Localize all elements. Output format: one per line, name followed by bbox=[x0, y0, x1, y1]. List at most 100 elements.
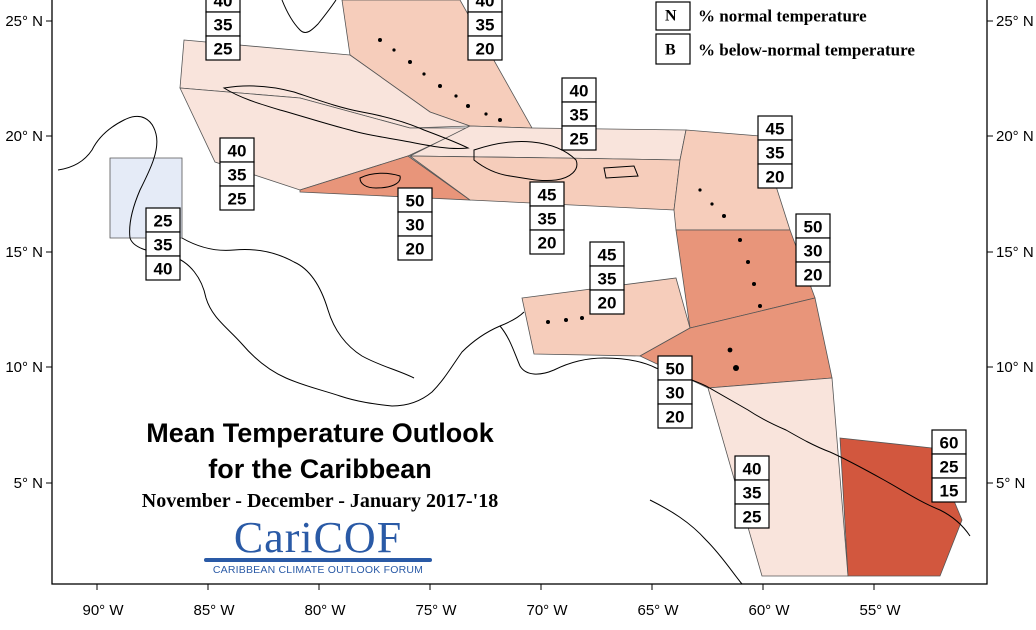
lat-axis-right: 25° N 20° N 15° N 10° N 5° N bbox=[987, 13, 1034, 492]
map-subtitle: November - December - January 2017-'18 bbox=[141, 490, 499, 512]
coastline-venezuela bbox=[499, 325, 971, 537]
probability-box: 40 35 25 bbox=[219, 137, 255, 211]
probability-value: 25 bbox=[743, 508, 762, 527]
probability-value: 35 bbox=[570, 106, 589, 125]
probability-value: 40 bbox=[228, 142, 247, 161]
legend-key-below: B bbox=[655, 33, 691, 65]
probability-cell bbox=[589, 241, 625, 267]
coastline-cuba bbox=[222, 85, 470, 149]
probability-cell bbox=[734, 455, 770, 481]
probability-value: 30 bbox=[666, 384, 685, 403]
probability-value: 50 bbox=[666, 360, 685, 379]
map-title-line2: for the Caribbean bbox=[208, 454, 432, 484]
legend-key-normal-letter: N bbox=[665, 8, 677, 25]
probability-cell bbox=[397, 211, 433, 237]
probability-cell bbox=[657, 403, 693, 429]
probability-cell bbox=[561, 101, 597, 127]
probability-value: 25 bbox=[228, 190, 247, 209]
probability-value: 50 bbox=[804, 218, 823, 237]
probability-cell bbox=[589, 265, 625, 291]
probability-value: 40 bbox=[743, 460, 762, 479]
lon-label: 55° W bbox=[859, 602, 901, 619]
probability-cell bbox=[219, 161, 255, 187]
probability-value: 20 bbox=[406, 240, 425, 259]
probability-value: 20 bbox=[598, 294, 617, 313]
logo-wordmark: CariCOF bbox=[233, 513, 403, 562]
probability-box: 40 35 25 bbox=[734, 455, 770, 529]
lat-label: 10° N bbox=[5, 359, 43, 376]
probability-box: 40 35 25 bbox=[205, 0, 241, 61]
coastline-inland bbox=[649, 499, 743, 585]
lon-label: 70° W bbox=[526, 602, 568, 619]
probability-value: 15 bbox=[940, 482, 959, 501]
probability-value: 25 bbox=[940, 458, 959, 477]
lat-label: 15° N bbox=[5, 244, 43, 261]
coastline-puerto-rico bbox=[603, 165, 639, 179]
probability-value: 45 bbox=[538, 186, 557, 205]
probability-value: 35 bbox=[538, 210, 557, 229]
probability-value: 40 bbox=[476, 0, 495, 11]
probability-box: 40 35 20 bbox=[467, 0, 503, 61]
probability-value: 35 bbox=[476, 16, 495, 35]
lat-label: 20° N bbox=[5, 128, 43, 145]
probability-box: 40 35 25 bbox=[561, 77, 597, 151]
probability-cell bbox=[757, 163, 793, 189]
probability-value: 40 bbox=[154, 260, 173, 279]
probability-value: 35 bbox=[598, 270, 617, 289]
probability-value: 60 bbox=[940, 434, 959, 453]
lon-label: 85° W bbox=[193, 602, 235, 619]
probability-value: 25 bbox=[154, 212, 173, 231]
lon-label: 60° W bbox=[748, 602, 790, 619]
lat-label: 25° N bbox=[996, 13, 1034, 30]
probability-value: 35 bbox=[228, 166, 247, 185]
probability-cell bbox=[467, 35, 503, 61]
logo-tagline: CARIBBEAN CLIMATE OUTLOOK FORUM bbox=[212, 564, 424, 576]
lat-label: 15° N bbox=[996, 244, 1034, 261]
lon-label: 75° W bbox=[415, 602, 457, 619]
probability-cell bbox=[219, 137, 255, 163]
logo-swoosh bbox=[204, 558, 432, 562]
lon-label: 90° W bbox=[82, 602, 124, 619]
probability-value: 25 bbox=[570, 130, 589, 149]
probability-cell bbox=[397, 235, 433, 261]
coastline-hispaniola bbox=[473, 141, 578, 181]
lat-label: 25° N bbox=[5, 13, 43, 30]
probability-cell bbox=[145, 255, 181, 281]
probability-value: 20 bbox=[766, 168, 785, 187]
probability-cell bbox=[757, 139, 793, 165]
lat-label: 5° N bbox=[14, 475, 43, 492]
probability-value: 20 bbox=[476, 40, 495, 59]
map-title-line1: Mean Temperature Outlook bbox=[146, 418, 494, 448]
probability-cell bbox=[561, 125, 597, 151]
probability-box: 45 35 20 bbox=[757, 115, 793, 189]
probability-cell bbox=[657, 379, 693, 405]
probability-value: 35 bbox=[743, 484, 762, 503]
probability-value: 20 bbox=[666, 408, 685, 427]
lon-label: 80° W bbox=[304, 602, 346, 619]
probability-box: 50 30 20 bbox=[397, 187, 433, 261]
lat-label: 10° N bbox=[996, 359, 1034, 376]
probability-value: 40 bbox=[570, 82, 589, 101]
legend-below-description: % below-normal temperature bbox=[698, 41, 915, 60]
probability-box: 45 35 20 bbox=[529, 181, 565, 255]
probability-cell bbox=[931, 477, 967, 503]
probability-cell bbox=[529, 229, 565, 255]
probability-box: 50 30 20 bbox=[657, 355, 693, 429]
probability-cell bbox=[734, 503, 770, 529]
probability-value: 45 bbox=[766, 120, 785, 139]
legend-normal-description: % normal temperature bbox=[698, 7, 867, 26]
probability-cell bbox=[589, 289, 625, 315]
probability-box: 60 25 15 bbox=[931, 429, 967, 503]
coastline-florida bbox=[281, 0, 337, 33]
lon-label: 65° W bbox=[637, 602, 679, 619]
coastline-central-america-east bbox=[181, 237, 415, 379]
probability-cell bbox=[795, 261, 831, 287]
probability-value: 30 bbox=[406, 216, 425, 235]
probability-value: 20 bbox=[804, 266, 823, 285]
probability-box: 50 30 20 bbox=[795, 213, 831, 287]
probability-cell bbox=[205, 35, 241, 61]
lon-axis: 90° W 85° W 80° W 75° W 70° W 65° W 60° … bbox=[82, 584, 901, 619]
lat-axis-left: 25° N 20° N 15° N 10° N 5° N bbox=[5, 13, 52, 492]
probability-value: 35 bbox=[214, 16, 233, 35]
